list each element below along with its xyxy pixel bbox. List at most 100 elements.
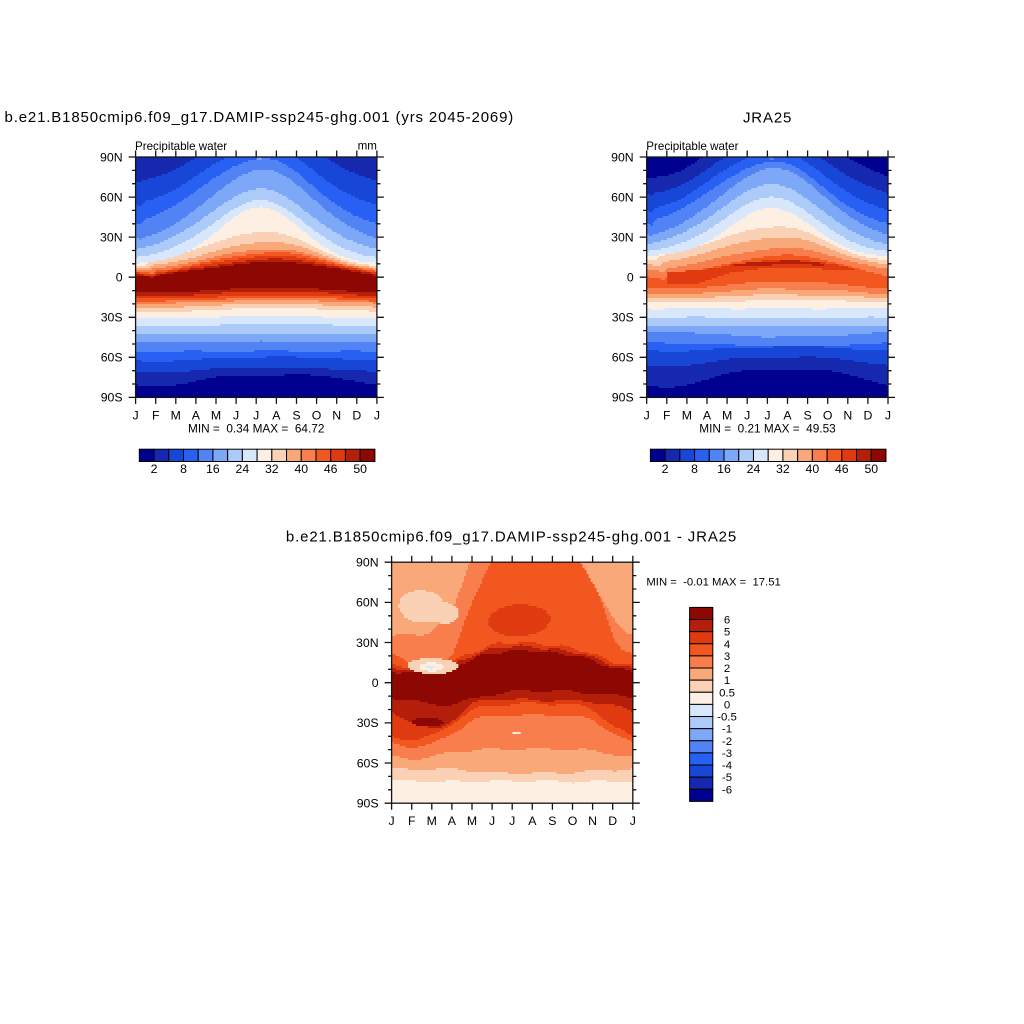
svg-text:8: 8 xyxy=(180,462,187,476)
svg-text:50: 50 xyxy=(864,462,878,476)
svg-text:MIN = 0.21 MAX = 49.53: MIN = 0.21 MAX = 49.53 xyxy=(699,422,836,436)
svg-text:A: A xyxy=(272,408,281,422)
svg-text:46: 46 xyxy=(324,462,338,476)
svg-text:M: M xyxy=(682,408,692,422)
svg-text:A: A xyxy=(448,814,457,828)
svg-text:M: M xyxy=(427,814,437,828)
svg-text:32: 32 xyxy=(776,462,790,476)
svg-text:3: 3 xyxy=(724,651,730,663)
svg-text:8: 8 xyxy=(691,462,698,476)
svg-text:30N: 30N xyxy=(611,230,634,244)
svg-text:-5: -5 xyxy=(722,772,732,784)
svg-text:16: 16 xyxy=(717,462,731,476)
svg-text:90N: 90N xyxy=(100,150,123,164)
svg-text:-0.5: -0.5 xyxy=(717,712,737,724)
svg-text:60N: 60N xyxy=(100,190,123,204)
svg-text:90N: 90N xyxy=(356,556,379,570)
svg-text:J: J xyxy=(744,408,750,422)
svg-text:F: F xyxy=(152,408,160,422)
svg-text:90S: 90S xyxy=(357,797,379,811)
svg-text:J: J xyxy=(374,408,380,422)
svg-text:30N: 30N xyxy=(100,230,123,244)
svg-text:30N: 30N xyxy=(356,636,379,650)
svg-text:2: 2 xyxy=(662,462,669,476)
svg-text:M: M xyxy=(171,408,181,422)
svg-text:D: D xyxy=(608,814,617,828)
svg-text:mm: mm xyxy=(358,139,377,152)
svg-text:16: 16 xyxy=(206,462,220,476)
svg-text:60S: 60S xyxy=(612,351,634,365)
svg-text:J: J xyxy=(644,408,650,422)
svg-text:A: A xyxy=(528,814,537,828)
svg-text:b.e21.B1850cmip6.f09_g17.DAMIP: b.e21.B1850cmip6.f09_g17.DAMIP-ssp245-gh… xyxy=(5,109,515,126)
svg-text:60S: 60S xyxy=(357,756,379,770)
svg-text:32: 32 xyxy=(265,462,279,476)
svg-text:JRA25: JRA25 xyxy=(743,109,792,126)
svg-text:A: A xyxy=(192,408,201,422)
svg-text:MIN = -0.01 MAX = 17.51: MIN = -0.01 MAX = 17.51 xyxy=(646,577,780,589)
svg-text:60N: 60N xyxy=(611,190,634,204)
svg-text:1: 1 xyxy=(724,675,730,687)
svg-text:24: 24 xyxy=(747,462,761,476)
svg-text:J: J xyxy=(489,814,495,828)
svg-text:J: J xyxy=(885,408,891,422)
svg-text:b.e21.B1850cmip6.f09_g17.DAMIP: b.e21.B1850cmip6.f09_g17.DAMIP-ssp245-gh… xyxy=(286,528,737,545)
svg-text:0.5: 0.5 xyxy=(719,687,735,699)
svg-text:4: 4 xyxy=(724,639,730,651)
svg-text:0: 0 xyxy=(116,271,123,285)
svg-text:M: M xyxy=(211,408,221,422)
svg-text:S: S xyxy=(292,408,300,422)
svg-text:-1: -1 xyxy=(722,724,732,736)
svg-text:50: 50 xyxy=(353,462,367,476)
svg-text:2: 2 xyxy=(724,663,730,675)
svg-text:J: J xyxy=(133,408,139,422)
svg-text:30S: 30S xyxy=(612,311,634,325)
svg-text:D: D xyxy=(352,408,361,422)
svg-text:40: 40 xyxy=(294,462,308,476)
svg-text:A: A xyxy=(783,408,792,422)
svg-text:J: J xyxy=(764,408,770,422)
svg-text:M: M xyxy=(722,408,732,422)
svg-text:MIN = 0.34 MAX = 64.72: MIN = 0.34 MAX = 64.72 xyxy=(188,422,324,436)
svg-text:J: J xyxy=(233,408,239,422)
svg-text:60S: 60S xyxy=(101,351,123,365)
svg-text:Precipitable water: Precipitable water xyxy=(135,140,227,153)
svg-text:S: S xyxy=(548,814,556,828)
svg-text:0: 0 xyxy=(724,699,730,711)
svg-text:60N: 60N xyxy=(356,596,379,610)
svg-text:F: F xyxy=(663,408,671,422)
svg-text:0: 0 xyxy=(372,676,379,690)
svg-text:-2: -2 xyxy=(722,736,732,748)
svg-text:N: N xyxy=(588,814,597,828)
svg-text:5: 5 xyxy=(724,627,730,639)
svg-text:O: O xyxy=(312,408,322,422)
svg-text:90S: 90S xyxy=(101,391,123,405)
svg-text:M: M xyxy=(467,814,477,828)
svg-text:O: O xyxy=(823,408,833,422)
svg-text:J: J xyxy=(509,814,515,828)
svg-text:A: A xyxy=(703,408,712,422)
svg-text:F: F xyxy=(408,814,416,828)
svg-text:-6: -6 xyxy=(722,784,732,796)
svg-text:J: J xyxy=(389,814,395,828)
svg-text:30S: 30S xyxy=(101,311,123,325)
svg-text:30S: 30S xyxy=(357,716,379,730)
svg-text:6: 6 xyxy=(724,615,730,627)
svg-text:N: N xyxy=(843,408,852,422)
svg-text:90N: 90N xyxy=(611,150,634,164)
svg-text:2: 2 xyxy=(151,462,158,476)
svg-text:Precipitable water: Precipitable water xyxy=(646,140,738,153)
svg-text:S: S xyxy=(803,408,811,422)
svg-text:O: O xyxy=(568,814,578,828)
svg-text:40: 40 xyxy=(806,462,820,476)
svg-text:46: 46 xyxy=(835,462,849,476)
svg-text:-3: -3 xyxy=(722,748,732,760)
svg-text:-4: -4 xyxy=(722,760,732,772)
svg-text:N: N xyxy=(332,408,341,422)
svg-text:90S: 90S xyxy=(612,391,634,405)
svg-text:24: 24 xyxy=(236,462,250,476)
svg-text:D: D xyxy=(863,408,872,422)
svg-text:0: 0 xyxy=(627,271,634,285)
svg-text:J: J xyxy=(253,408,259,422)
svg-text:J: J xyxy=(630,814,636,828)
